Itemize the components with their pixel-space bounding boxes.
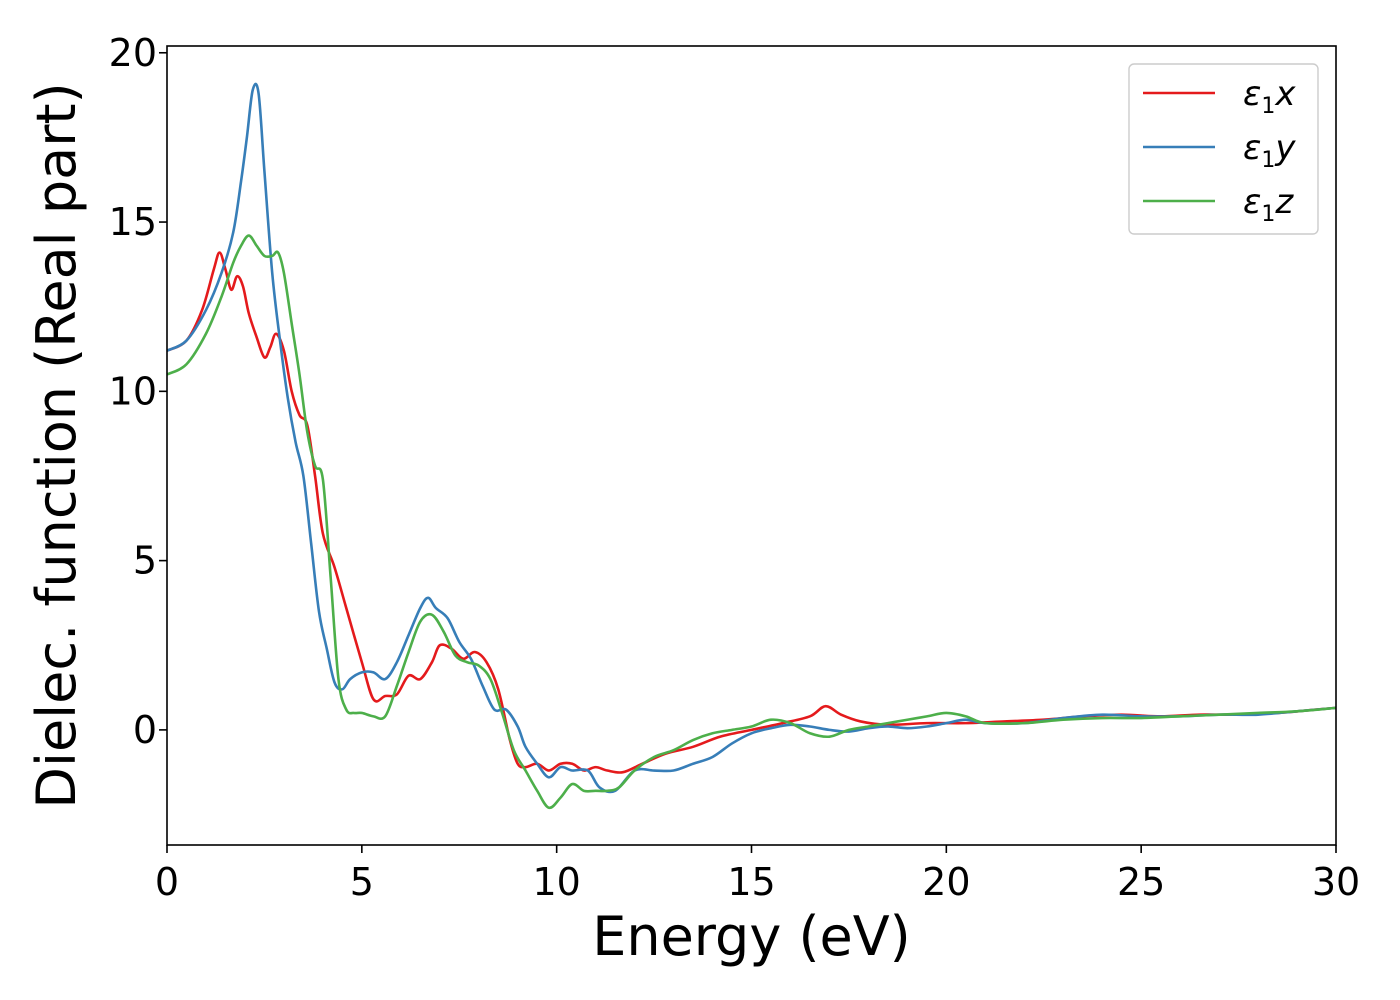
x-axis-title: Energy (eV): [592, 905, 911, 968]
legend-box: [1128, 63, 1319, 235]
x-tick-label: 10: [532, 860, 580, 904]
x-tick-label: 0: [155, 860, 179, 904]
x-tick-label: 25: [1117, 860, 1165, 904]
series-line-y: [167, 82, 1336, 794]
series-line-x: [167, 251, 1336, 774]
series-line-z: [167, 234, 1336, 810]
x-tick-label: 5: [350, 860, 374, 904]
legend-label-x: ε1x: [1243, 74, 1296, 119]
y-axis-title: Dielec. function (Real part): [25, 82, 88, 808]
y-tick-label: 5: [133, 539, 157, 583]
y-tick-label: 0: [133, 708, 157, 752]
x-tick-label: 15: [727, 860, 775, 904]
x-tick-label: 30: [1312, 860, 1360, 904]
y-tick-label: 20: [109, 31, 157, 75]
legend-label-y: ε1y: [1243, 128, 1296, 173]
y-tick-label: 15: [109, 200, 157, 244]
ticks-layer: 0 5 10 15 20 25 30 0 5 10 15 20: [109, 31, 1361, 904]
y-tick-label: 10: [109, 369, 157, 413]
series-layer: [167, 82, 1336, 810]
legend-label-z: ε1z: [1243, 182, 1294, 227]
legend: ε1x ε1y ε1z: [1128, 63, 1319, 235]
x-tick-label: 20: [922, 860, 970, 904]
